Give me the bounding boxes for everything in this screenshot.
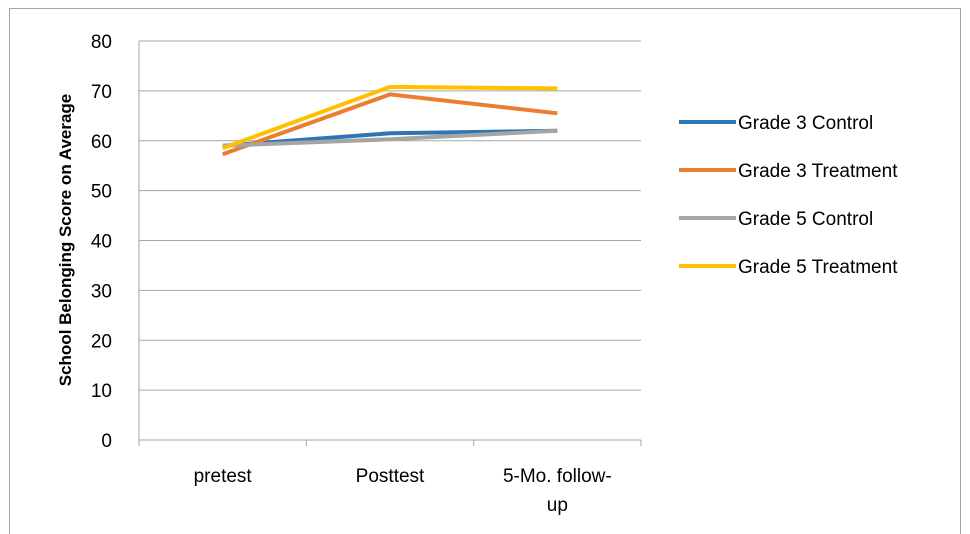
legend-label: Grade 3 Treatment bbox=[738, 161, 898, 182]
legend-label: Grade 3 Control bbox=[738, 113, 873, 134]
series-lines bbox=[221, 84, 558, 157]
legend: Grade 3 Control Grade 3 Treatment Grade 5 … bbox=[679, 113, 898, 278]
series-line bbox=[222, 128, 558, 148]
gridlines bbox=[139, 40, 641, 391]
y-tick-label: 50 bbox=[91, 182, 112, 203]
y-tick-label: 80 bbox=[91, 32, 112, 53]
y-tick-label: 0 bbox=[101, 431, 112, 452]
x-tick-label: 5-Mo. follow-up bbox=[503, 466, 612, 516]
chart-frame bbox=[9, 8, 961, 534]
y-tick-label: 40 bbox=[91, 232, 112, 253]
y-tick-label: 30 bbox=[91, 281, 112, 302]
x-tick-labels: pretest Posttest 5-Mo. follow-up bbox=[194, 466, 612, 516]
y-tick-label: 10 bbox=[91, 381, 112, 402]
y-axis-title: School Belonging Score on Average bbox=[56, 94, 75, 387]
y-tick-labels: 0 10 20 30 40 50 60 70 80 bbox=[91, 32, 112, 452]
y-tick-label: 70 bbox=[91, 82, 112, 103]
y-tick-label: 60 bbox=[91, 132, 112, 153]
axes bbox=[138, 41, 642, 446]
x-tick-label: pretest bbox=[194, 466, 253, 487]
legend-label: Grade 5 Control bbox=[738, 209, 873, 230]
series-line bbox=[221, 84, 558, 151]
series-line bbox=[221, 92, 558, 157]
legend-label: Grade 5 Treatment bbox=[738, 257, 898, 278]
y-tick-label: 20 bbox=[91, 331, 112, 352]
x-tick-label: Posttest bbox=[356, 466, 425, 487]
